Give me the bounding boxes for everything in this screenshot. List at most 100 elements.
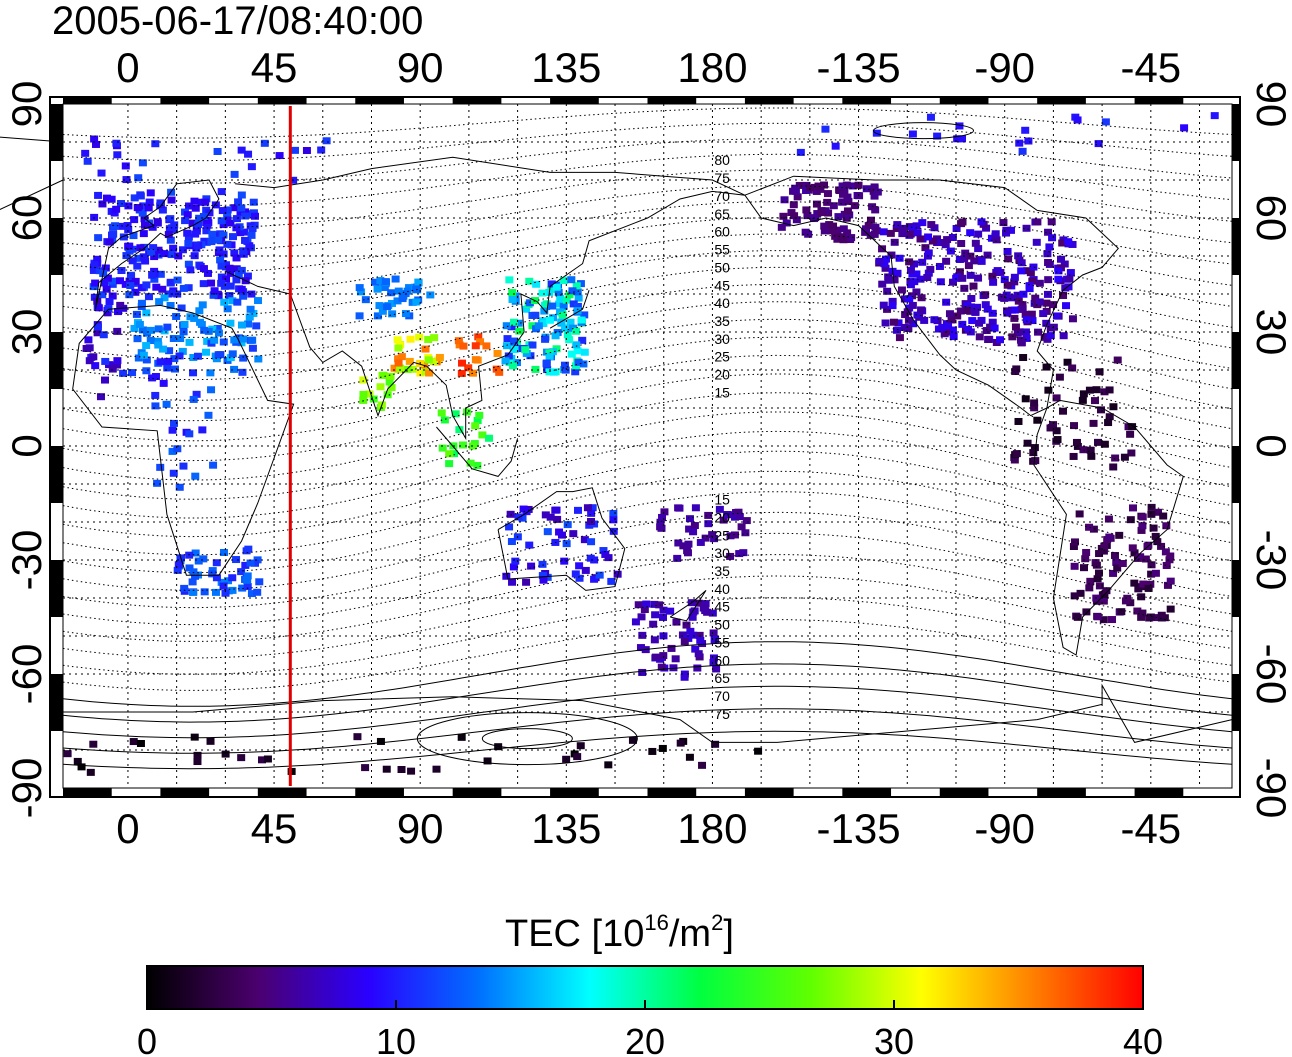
tec-cell xyxy=(232,265,241,273)
tec-cell xyxy=(194,221,203,229)
tec-cell xyxy=(1093,438,1102,446)
tec-cell xyxy=(136,244,145,252)
tec-cell xyxy=(184,239,193,247)
frame-bar-right xyxy=(1232,674,1240,731)
tec-cell xyxy=(228,233,237,241)
tec-cell xyxy=(1011,323,1020,331)
tec-cell xyxy=(124,226,133,234)
tec-cell xyxy=(251,559,260,567)
tec-cell xyxy=(508,578,517,586)
tec-cell xyxy=(165,225,174,233)
tec-cell xyxy=(219,582,228,590)
tec-cell xyxy=(356,288,365,296)
tec-cell xyxy=(112,139,121,147)
tec-cell xyxy=(390,364,399,372)
tec-cell xyxy=(881,255,890,263)
tec-cell xyxy=(588,504,597,512)
tec-cell xyxy=(1138,513,1147,521)
tec-cell xyxy=(1115,531,1124,539)
tec-cell xyxy=(169,244,178,252)
mlat-contour-ring xyxy=(416,712,638,766)
tec-cell xyxy=(793,193,802,201)
tec-cell xyxy=(353,733,362,741)
tec-cell xyxy=(1110,551,1119,559)
tec-cell xyxy=(568,287,577,295)
tec-cell xyxy=(835,187,844,195)
tec-cell xyxy=(565,291,574,299)
tec-cell xyxy=(1042,363,1051,371)
tec-cell xyxy=(414,278,423,286)
tec-cell xyxy=(637,613,646,621)
tec-cell xyxy=(445,450,454,458)
tec-cell xyxy=(689,608,698,616)
tec-cell xyxy=(108,277,117,285)
tec-cell xyxy=(90,261,99,269)
coastline xyxy=(225,156,746,441)
tec-cell xyxy=(221,750,230,758)
tec-cell xyxy=(847,234,856,242)
tec-cell xyxy=(160,294,169,302)
y-tick-label-left: 90 xyxy=(3,81,50,128)
tec-cell xyxy=(962,306,971,314)
tec-cell xyxy=(151,402,160,410)
tec-cell xyxy=(573,347,582,355)
tec-cell xyxy=(509,563,518,571)
tec-cell xyxy=(1104,515,1113,523)
contour-label: 50 xyxy=(714,259,730,275)
tec-cell xyxy=(1044,228,1053,236)
tec-cell xyxy=(142,309,151,317)
tec-cell xyxy=(179,284,188,292)
tec-cell xyxy=(235,334,244,342)
tec-cell xyxy=(1127,449,1136,457)
tec-cell xyxy=(1024,137,1033,145)
tec-cell xyxy=(381,278,390,286)
tec-cell xyxy=(983,251,992,259)
tec-cell xyxy=(189,568,198,576)
tec-cell xyxy=(551,332,560,340)
tec-cell xyxy=(1100,542,1109,550)
tec-cell xyxy=(675,504,684,512)
tec-cell xyxy=(1161,548,1170,556)
tec-cell xyxy=(1012,450,1021,458)
tec-cell xyxy=(226,219,235,227)
tec-cell xyxy=(942,298,951,306)
tec-cell xyxy=(107,195,116,203)
frame-bar-bottom xyxy=(257,788,307,797)
tec-cell xyxy=(709,629,718,637)
tec-cell xyxy=(649,620,658,628)
tec-cell xyxy=(238,368,247,376)
y-tick-label-right: -30 xyxy=(1248,530,1292,591)
tec-cell xyxy=(89,283,98,291)
tec-cell xyxy=(539,319,548,327)
tec-cell xyxy=(905,258,914,266)
tec-cell xyxy=(884,276,893,284)
tec-cell xyxy=(1137,613,1146,621)
x-tick-label-bottom: 45 xyxy=(251,805,298,852)
tec-cell xyxy=(141,221,150,229)
tec-cell xyxy=(133,335,142,343)
frame-bar-left xyxy=(50,332,63,389)
tec-cell xyxy=(1054,267,1063,275)
tec-cell xyxy=(555,300,564,308)
tec-cell xyxy=(387,384,396,392)
tec-cell xyxy=(151,391,160,399)
tec-cell xyxy=(226,319,235,327)
tec-cell xyxy=(1147,503,1156,511)
tec-cell xyxy=(1081,555,1090,563)
contour-label: 45 xyxy=(714,277,730,293)
tec-cell xyxy=(173,445,182,453)
tec-cell xyxy=(195,307,204,315)
tec-cell xyxy=(1059,332,1068,340)
tec-cell xyxy=(361,296,370,304)
mlat-contour xyxy=(62,107,1233,139)
mlat-contour xyxy=(62,663,1233,723)
tec-cell xyxy=(1085,584,1094,592)
tec-cell xyxy=(814,182,823,190)
tec-cell xyxy=(173,276,182,284)
tec-cell xyxy=(982,327,991,335)
tec-cell xyxy=(975,319,984,327)
tec-cell xyxy=(636,644,645,652)
tec-cell xyxy=(170,365,179,373)
tec-cell xyxy=(254,355,263,363)
tec-cell xyxy=(566,318,575,326)
